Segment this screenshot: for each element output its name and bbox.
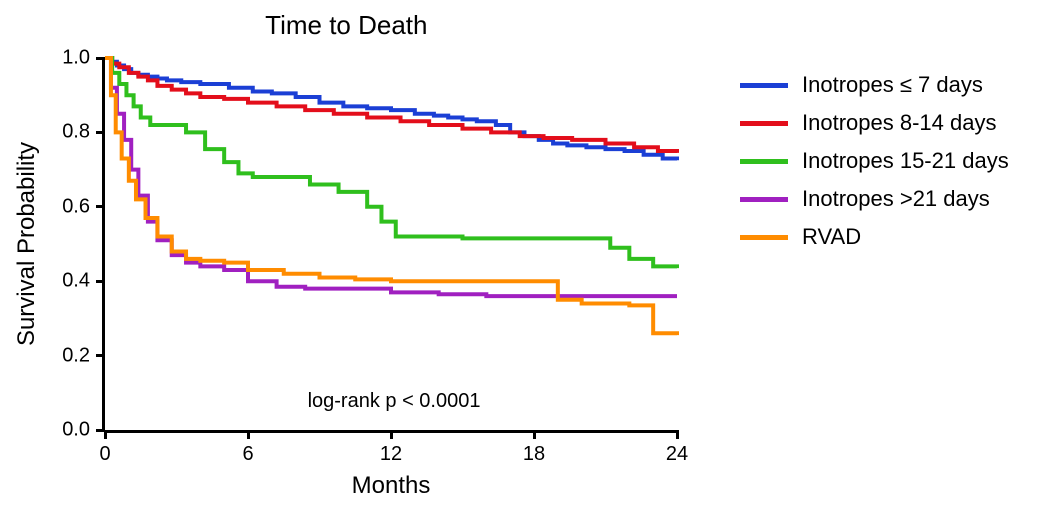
legend-item: Inotropes ≤ 7 days bbox=[740, 72, 1009, 98]
legend-label: Inotropes >21 days bbox=[802, 186, 990, 212]
legend-label: Inotropes 8-14 days bbox=[802, 110, 996, 136]
legend-item: RVAD bbox=[740, 224, 1009, 250]
legend-swatch bbox=[740, 83, 788, 88]
legend-label: Inotropes 15-21 days bbox=[802, 148, 1009, 174]
legend-item: Inotropes 15-21 days bbox=[740, 148, 1009, 174]
legend-label: Inotropes ≤ 7 days bbox=[802, 72, 983, 98]
chart-canvas: Time to Death Survival Probability Month… bbox=[0, 0, 1050, 519]
legend: Inotropes ≤ 7 days Inotropes 8-14 days Ino… bbox=[740, 72, 1009, 262]
series-line bbox=[105, 58, 677, 268]
legend-item: Inotropes >21 days bbox=[740, 186, 1009, 212]
series-line bbox=[105, 58, 677, 160]
legend-swatch bbox=[740, 235, 788, 240]
legend-label: RVAD bbox=[802, 224, 861, 250]
legend-swatch bbox=[740, 121, 788, 126]
legend-swatch bbox=[740, 159, 788, 164]
legend-swatch bbox=[740, 197, 788, 202]
legend-item: Inotropes 8-14 days bbox=[740, 110, 1009, 136]
series-line bbox=[105, 58, 677, 153]
